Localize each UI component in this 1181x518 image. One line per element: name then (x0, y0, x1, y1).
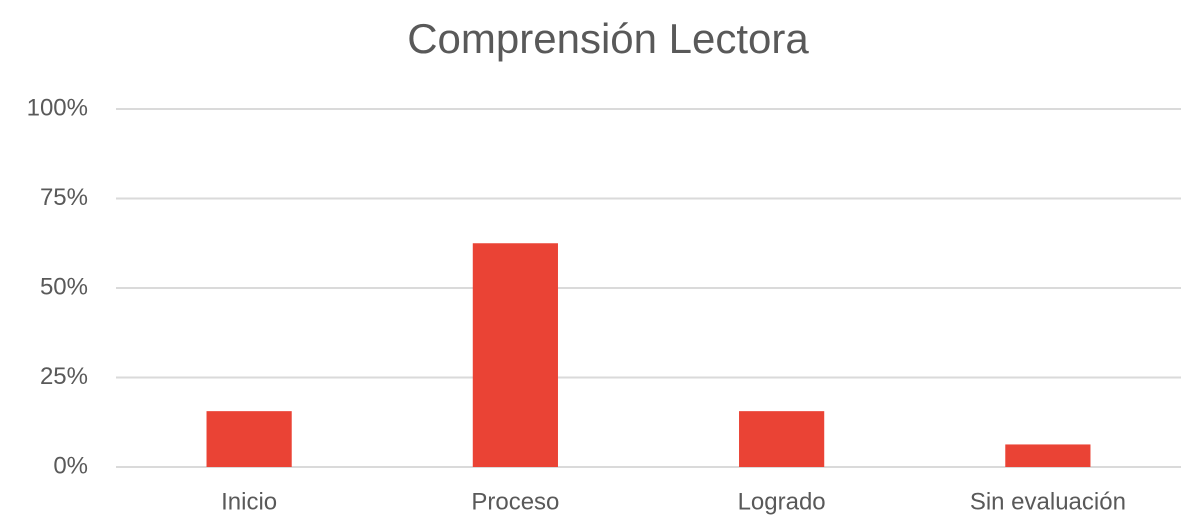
x-tick-label: Inicio (221, 488, 277, 515)
y-tick-label: 0% (53, 452, 88, 479)
y-tick-label: 25% (40, 363, 88, 390)
bar (739, 411, 825, 467)
bar (206, 411, 292, 467)
y-tick-label: 100% (27, 94, 88, 121)
y-tick-label: 75% (40, 184, 88, 211)
chart-title: Comprensión Lectora (407, 15, 809, 62)
x-tick-label: Sin evaluación (970, 488, 1126, 515)
bar (472, 243, 558, 467)
bar (1005, 444, 1091, 467)
y-tick-label: 50% (40, 273, 88, 300)
x-tick-label: Proceso (471, 488, 559, 515)
x-tick-label: Logrado (738, 488, 826, 515)
